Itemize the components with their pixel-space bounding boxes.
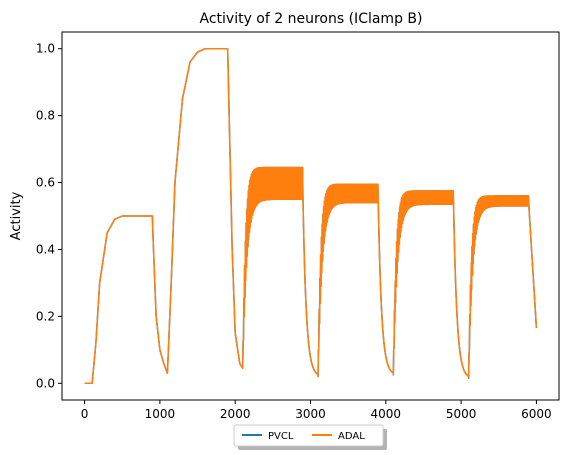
y-tick-label: 0.6 (36, 176, 55, 190)
legend-label-pvcl: PVCL (268, 431, 294, 442)
y-axis-label: Activity (9, 191, 24, 240)
x-tick-label: 6000 (521, 407, 552, 421)
y-tick-label: 0.8 (36, 109, 55, 123)
x-tick-label: 2000 (220, 407, 251, 421)
x-tick-label: 3000 (295, 407, 326, 421)
x-tick-label: 5000 (446, 407, 477, 421)
y-tick-label: 1.0 (36, 42, 55, 56)
legend: PVCL ADAL (234, 425, 387, 450)
x-tick-label: 4000 (371, 407, 402, 421)
chart-title: Activity of 2 neurons (IClamp B) (200, 11, 423, 27)
y-tick-label: 0.0 (36, 376, 55, 390)
x-tick-label: 0 (81, 407, 89, 421)
legend-label-adal: ADAL (338, 431, 365, 442)
y-tick-label: 0.2 (36, 309, 55, 323)
y-tick-label: 0.4 (36, 242, 55, 256)
x-tick-label: 1000 (145, 407, 176, 421)
